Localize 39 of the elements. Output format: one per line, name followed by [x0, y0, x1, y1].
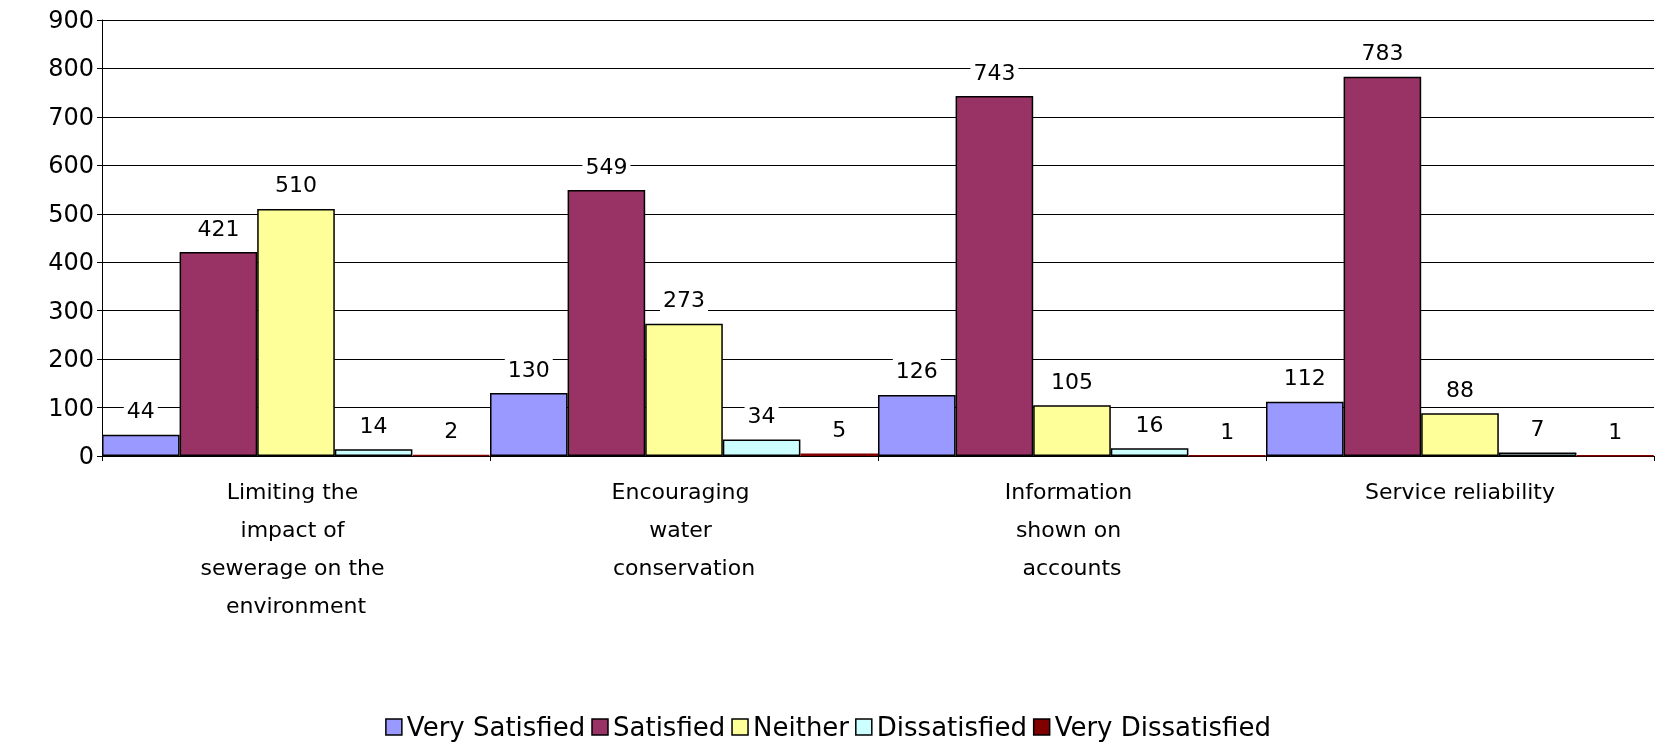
data-label: 743: [973, 59, 1016, 85]
data-label: 16: [1135, 411, 1164, 437]
legend-label: Very Satisfied: [406, 712, 586, 742]
x-tick-label: Service reliability: [1364, 478, 1556, 504]
x-tick-label: Limiting the impact of sewerage on the environment: [200, 478, 392, 618]
data-label: 273: [663, 287, 705, 313]
data-label: 88: [1446, 376, 1474, 402]
y-tick-label: 300: [48, 296, 94, 325]
data-label: 34: [747, 403, 776, 429]
y-tick-label: 800: [48, 54, 94, 83]
y-tick-label: 700: [48, 102, 94, 131]
data-label: 783: [1361, 40, 1404, 66]
legend-label: Neither: [753, 712, 850, 742]
data-label: 112: [1283, 365, 1326, 391]
y-tick-label: 600: [48, 151, 94, 180]
data-label: 5: [832, 417, 847, 443]
x-tick-label: Information shown on accounts: [1004, 478, 1140, 580]
y-tick-label: 400: [48, 248, 94, 277]
data-label: 44: [126, 398, 155, 424]
y-tick-label: 200: [48, 345, 94, 374]
data-label: 126: [895, 358, 938, 384]
data-label: 1: [1220, 418, 1235, 444]
data-label: 130: [507, 356, 550, 382]
data-label: 1: [1608, 418, 1623, 444]
y-tick-label: 900: [48, 6, 94, 34]
data-label: 14: [359, 412, 388, 438]
x-tick-label: Encouraging water conservation: [611, 478, 757, 580]
legend-label: Satisfied: [613, 712, 726, 742]
data-label: 7: [1530, 416, 1545, 442]
y-tick-label: 100: [48, 393, 94, 422]
y-tick-label: 500: [48, 199, 94, 228]
y-tick-label: 0: [78, 442, 94, 470]
legend-label: Very Dissatisfied: [1054, 712, 1271, 742]
data-label: 2: [444, 418, 459, 444]
data-label: 105: [1051, 368, 1093, 394]
data-label: 421: [197, 215, 240, 241]
legend-label: Dissatisfied: [876, 712, 1027, 742]
data-label: 510: [275, 172, 317, 198]
data-label: 549: [585, 153, 628, 179]
